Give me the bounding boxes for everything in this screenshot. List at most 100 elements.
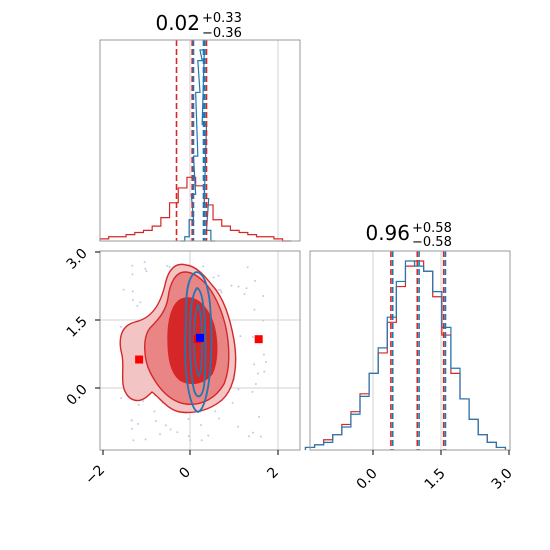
blue-contour-outer [184,271,213,413]
scatter-dot [144,267,147,270]
red-histogram-line [304,260,507,450]
scatter-dot [214,410,217,413]
x-tick-label: 2 [264,464,282,482]
quantile-lines [175,40,208,241]
x-tick-label: −2 [82,462,108,488]
x-tick-label: 1.5 [422,466,449,493]
scatter-dot [145,270,148,273]
y-tick-label: 0.0 [64,382,91,409]
scatter-dot [187,418,190,421]
scatter-dot [219,289,222,292]
scatter-dot [237,285,240,288]
scatter-dot [247,435,250,438]
scatter-dot [263,370,266,373]
scatter-dot [259,435,262,438]
x-axis-ticks: −2 0 2 0.0 1.5 3.0 [82,450,516,493]
scatter-dot [168,265,171,268]
scatter-dot [212,276,215,279]
scatter-dot [251,390,254,393]
scatter-dot [253,308,256,311]
scatter-dot [143,261,146,264]
scatter-dot [254,383,257,386]
y-axis-ticks: 3.0 1.5 0.0 [64,246,100,409]
x-tick-label: 0.0 [354,466,381,493]
scatter-dot [252,431,255,434]
axes-frame [99,250,301,451]
scatter-dot [130,419,133,422]
scatter-dot [132,439,135,442]
marginal-y-title-minus: −0.58 [412,235,452,250]
marginal-x-panel: 0.02 +0.33 −0.36 [99,11,301,242]
marginal-y-title-plus: +0.58 [412,221,452,236]
scatter-dot [153,410,156,413]
scatter-dot [169,428,172,431]
scatter-dot [262,353,265,356]
scatter-dot [217,274,220,277]
scatter-dot [237,425,240,428]
blue-histogram-line [304,260,507,450]
scatter-dot [251,335,254,338]
scatter-dot [243,293,246,296]
red-marker [135,355,144,364]
scatter-dot [230,284,233,287]
marginal-y-title-value: 0.96 [365,221,410,245]
blue-contour-inner [193,303,203,378]
scatter-dot [131,290,134,293]
scatter-dot [245,287,248,290]
scatter-dot [120,325,123,328]
red-histogram [99,176,292,242]
axes-frame [99,39,301,242]
x-tick-label: 0 [176,464,194,482]
scatter-dot [246,266,249,269]
scatter-dot [200,439,203,442]
scatter-dot [159,433,162,436]
red-marker [254,335,263,344]
scatter-dot [253,363,256,366]
marginal-x-title-value: 0.02 [155,11,200,35]
joint-panel [99,250,301,451]
x-tick-label: 3.0 [489,466,516,493]
axes-frame [309,250,511,451]
scatter-dot [262,319,265,322]
scatter-dot [142,400,145,403]
scatter-dot [264,360,267,363]
marginal-x-title-plus: +0.33 [202,11,242,26]
scatter-dot [164,424,167,427]
scatter-dot [130,427,133,430]
scatter-dot [122,288,125,291]
scatter-dot [131,273,134,276]
scatter-dot [254,279,257,282]
quantile-lines [390,251,447,450]
scatter-dot [131,298,134,301]
scatter-dot [137,403,140,406]
scatter-dot [202,265,205,268]
red-histogram-line [99,176,292,242]
blue-histogram [180,49,216,242]
marginal-y-panel: 0.96 +0.58 −0.58 [304,221,511,451]
markers [135,333,263,364]
scatter-dot [137,422,140,425]
blue-marker [196,333,204,342]
y-tick-label: 1.5 [64,314,91,341]
scatter-dot [220,291,223,294]
red-histogram [304,260,507,450]
scatter-dot [187,435,190,438]
scatter-dot [231,401,234,404]
scatter-dot [217,288,220,291]
scatter-dot [189,439,192,442]
scatter-dot [199,424,202,427]
scatter-dot [120,397,123,400]
scatter-dot [166,264,169,267]
y-tick-label: 3.0 [64,246,91,273]
scatter-dot [136,304,139,307]
scatter-dot [176,431,179,434]
scatter-dot [139,301,142,304]
scatter-dot [218,417,221,420]
scatter-dot [258,415,261,418]
blue-histogram-line [180,49,216,242]
scatter-dot [262,295,265,298]
scatter-dot [144,438,147,441]
marginal-x-title-minus: −0.36 [202,26,242,41]
blue-histogram [304,260,507,450]
